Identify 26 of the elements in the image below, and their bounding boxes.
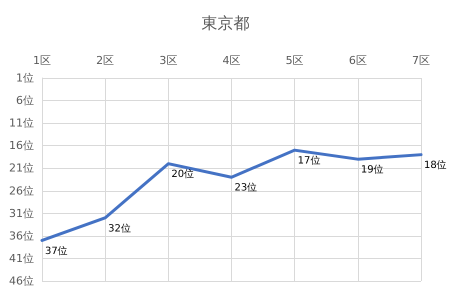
y-tick-label: 36位 [9,229,34,242]
x-tick-label: 7区 [412,54,430,67]
data-label: 23位 [234,182,258,194]
x-tick-label: 2区 [96,54,114,67]
data-label: 19位 [360,164,384,176]
chart-title: 東京都 [202,14,250,32]
y-tick-label: 26位 [9,184,34,198]
y-tick-label: 16位 [9,139,34,152]
data-label: 32位 [108,222,131,234]
x-tick-label: 3区 [159,54,178,67]
data-label: 18位 [424,159,447,172]
y-tick-label: 46位 [9,274,34,288]
x-tick-label: 4区 [222,54,240,67]
y-tick-label: 1位 [16,72,34,84]
line-series [40,148,422,242]
y-tick-label: 6位 [16,94,34,108]
y-tick-label: 31位 [9,206,34,220]
x-tick-label: 1区 [33,54,51,67]
data-label: 37位 [45,244,68,257]
y-tick-label: 41位 [9,252,34,265]
x-tick-label: 6区 [348,54,367,67]
data-label: 20位 [171,168,194,180]
y-tick-label: 11位 [9,116,34,130]
y-tick-label: 21位 [9,162,34,175]
x-tick-label: 5区 [286,54,304,67]
data-label: 17位 [298,154,320,167]
